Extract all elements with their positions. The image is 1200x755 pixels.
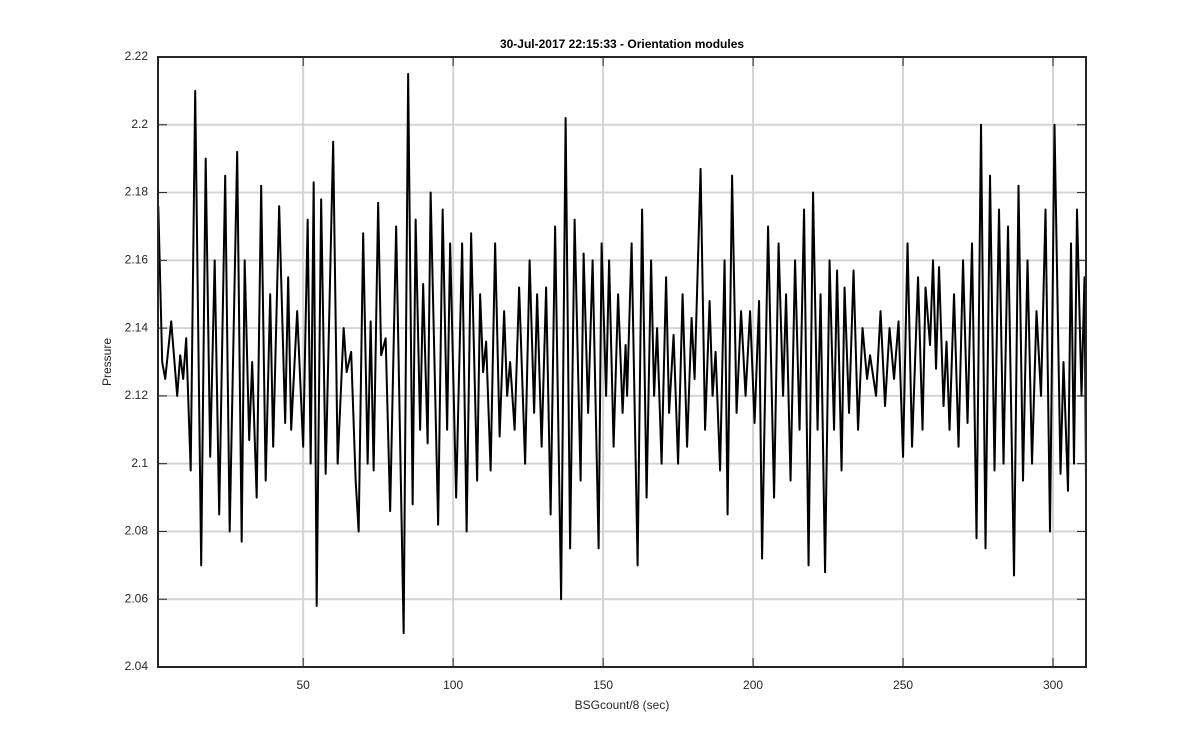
y-tick-label: 2.18 [125,185,149,199]
x-tick-label: 250 [893,678,913,692]
y-tick-label: 2.12 [125,388,149,402]
x-tick-label: 200 [743,678,763,692]
x-tick-label: 300 [1043,678,1063,692]
x-tick-label: 50 [296,678,310,692]
y-axis-label: Pressure [100,338,114,386]
y-tick-label: 2.2 [131,117,148,131]
y-tick-label: 2.22 [125,49,149,63]
y-tick-label: 2.1 [131,456,148,470]
y-tick-label: 2.06 [125,591,149,605]
chart-title: 30-Jul-2017 22:15:33 - Orientation modul… [500,37,744,51]
y-tick-label: 2.14 [125,320,149,334]
y-tick-label: 2.16 [125,253,149,267]
x-tick-label: 150 [593,678,613,692]
x-axis-label: BSGcount/8 (sec) [575,698,670,712]
data-line [157,72,1087,635]
lines [157,72,1087,635]
y-tick-label: 2.08 [125,524,149,538]
y-tick-label: 2.04 [125,659,149,673]
x-tick-label: 100 [443,678,463,692]
axes-frame [157,56,1087,668]
